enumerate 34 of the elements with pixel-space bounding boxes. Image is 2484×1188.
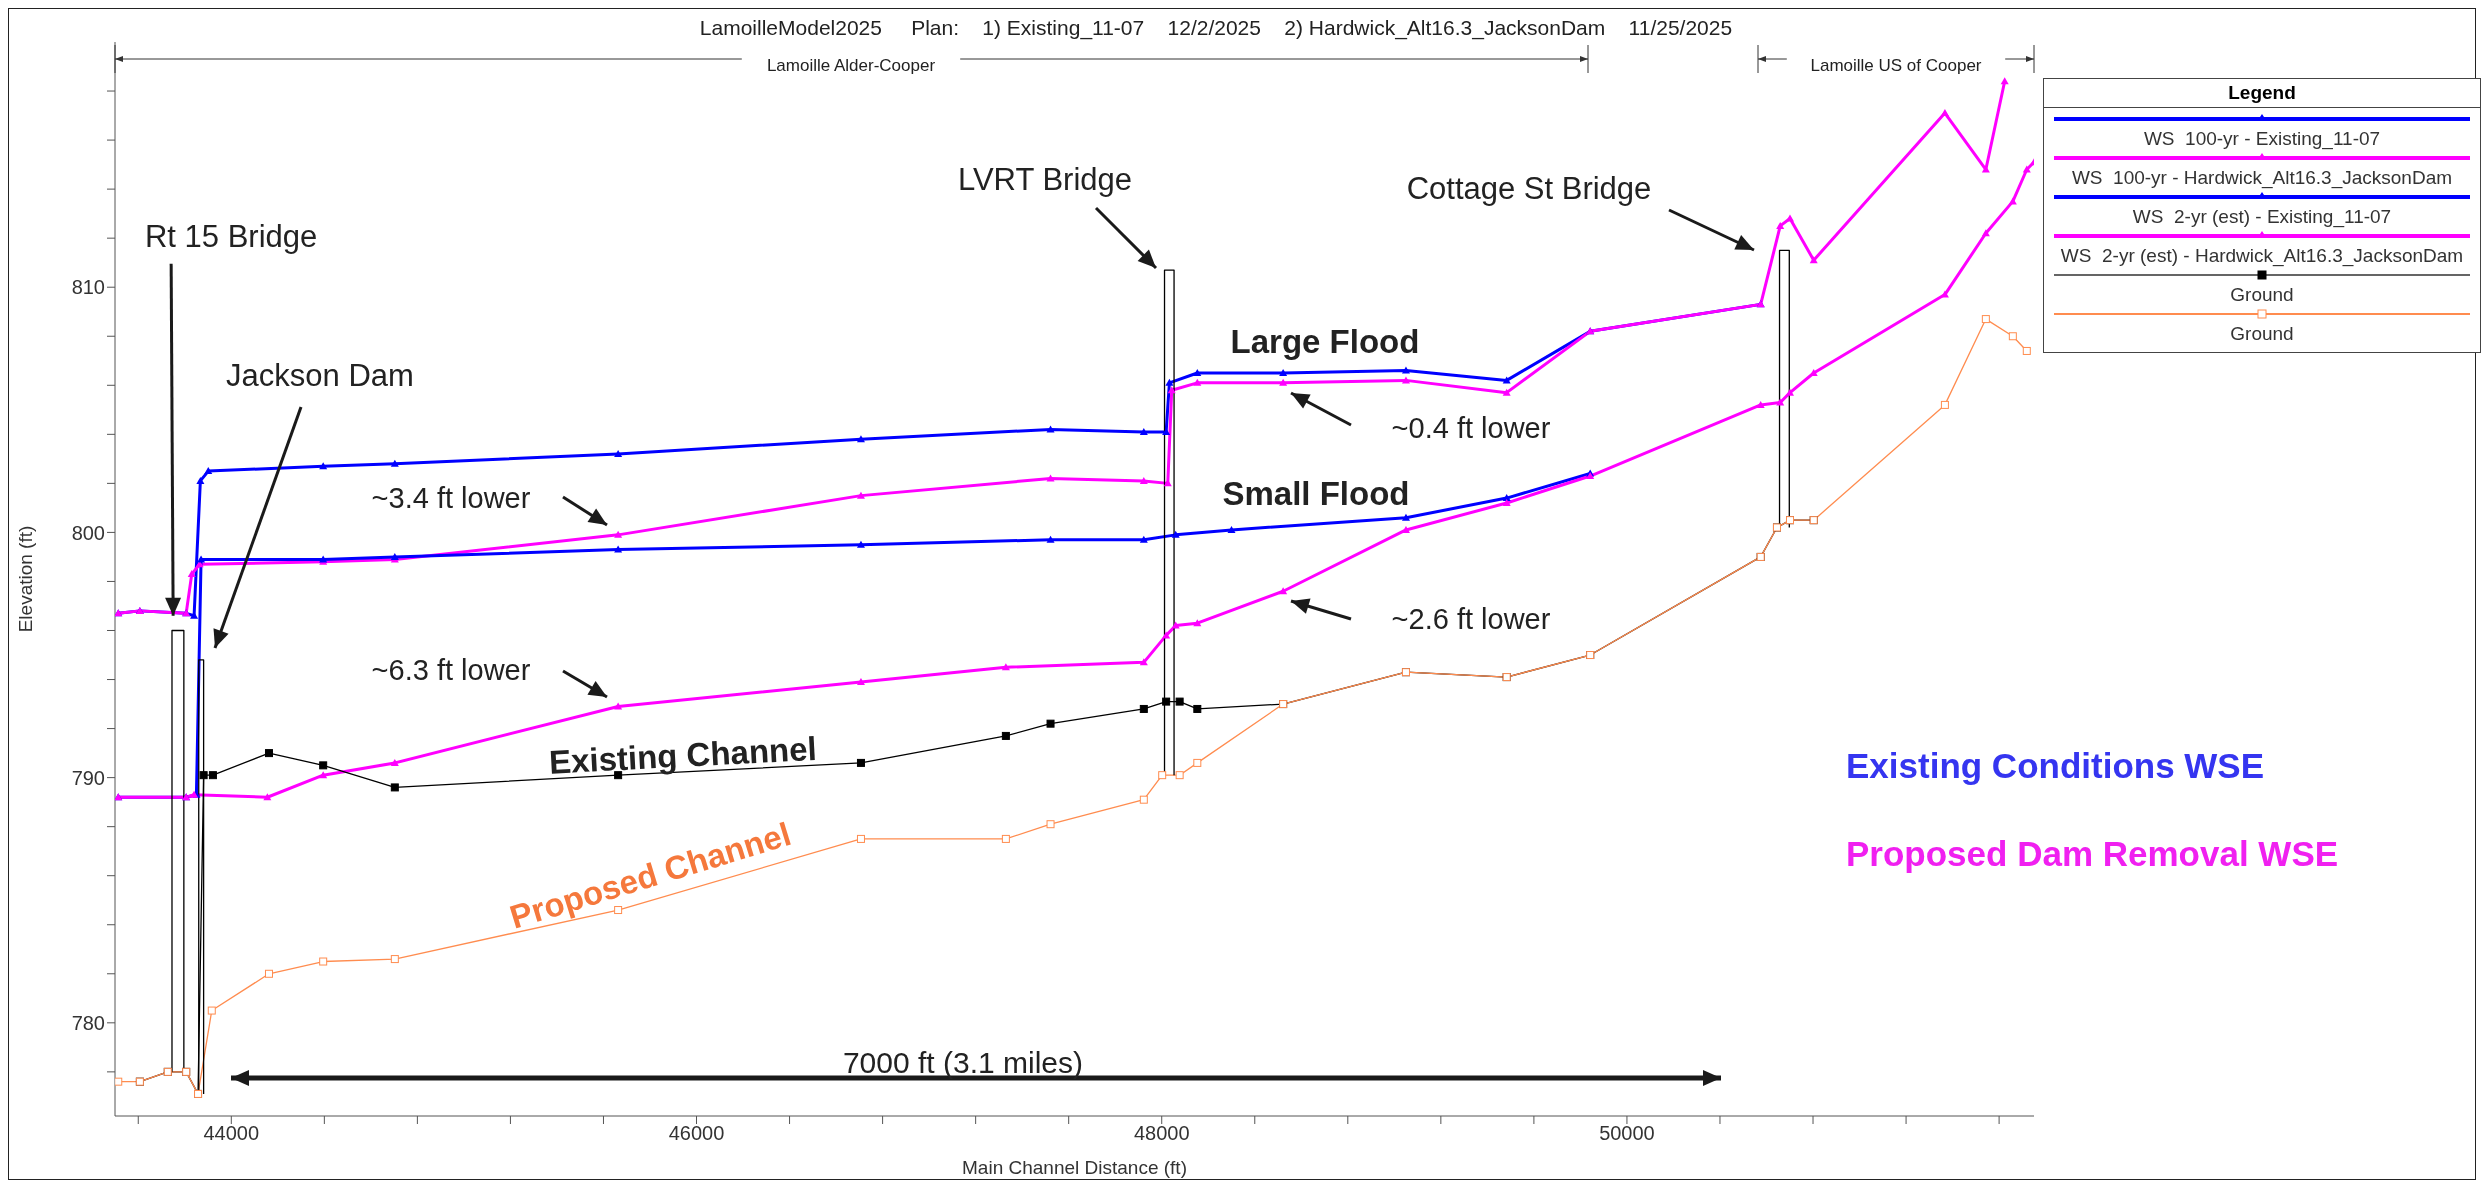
legend-label: WS 100-yr - Existing_11-07 [2142, 127, 2382, 151]
annotation: ~0.4 ft lower [1391, 411, 1551, 444]
y-axis-title: Elevation (ft) [14, 525, 36, 633]
legend-label: Ground [2229, 283, 2295, 307]
legend-label: WS 100-yr - Hardwick_Alt16.3_JacksonDam [2070, 166, 2454, 190]
annotation: Lamoille US of Cooper [1810, 56, 1982, 76]
y-tick-label: 800 [71, 521, 105, 544]
annotation: Existing Conditions WSE [1846, 746, 2265, 786]
annotation: Small Flood [1222, 474, 1410, 512]
legend-label: Ground [2229, 322, 2295, 346]
annotation: ~6.3 ft lower [371, 653, 531, 686]
annotation: ~3.4 ft lower [371, 481, 531, 514]
legend-title: Legend [2044, 79, 2480, 108]
annotation: Lamoille Alder-Cooper [766, 56, 936, 76]
annotation: LVRT Bridge [957, 162, 1133, 198]
legend-label: WS 2-yr (est) - Existing_11-07 [2131, 205, 2393, 229]
legend-label: WS 2-yr (est) - Hardwick_Alt16.3_JacksonDam [2059, 244, 2465, 268]
annotation: Large Flood [1230, 322, 1420, 360]
x-axis-title: Main Channel Distance (ft) [962, 1157, 1187, 1178]
annotation: Rt 15 Bridge [144, 218, 318, 254]
x-tick-label: 48000 [1133, 1122, 1190, 1145]
x-tick-label: 46000 [668, 1122, 725, 1145]
x-tick-label: 44000 [203, 1122, 260, 1145]
x-tick-label: 50000 [1599, 1122, 1655, 1145]
annotation: Proposed Dam Removal WSE [1846, 834, 2339, 874]
y-tick-label: 780 [71, 1011, 105, 1034]
y-tick-label: 810 [71, 276, 105, 299]
annotation: 7000 ft (3.1 miles) [842, 1045, 1084, 1079]
annotation: Jackson Dam [226, 358, 414, 394]
y-tick-label: 790 [71, 766, 105, 789]
annotation: Existing Channel [548, 729, 818, 781]
annotation: ~2.6 ft lower [1391, 602, 1551, 635]
chart-title: LamoilleModel2025 Plan: 1) Existing_11-07 12/2/2025 2) Hardwick_Alt16.3_JacksonDam 11/25/2025 [699, 16, 1733, 40]
annotation: Cottage St Bridge [1406, 171, 1652, 207]
